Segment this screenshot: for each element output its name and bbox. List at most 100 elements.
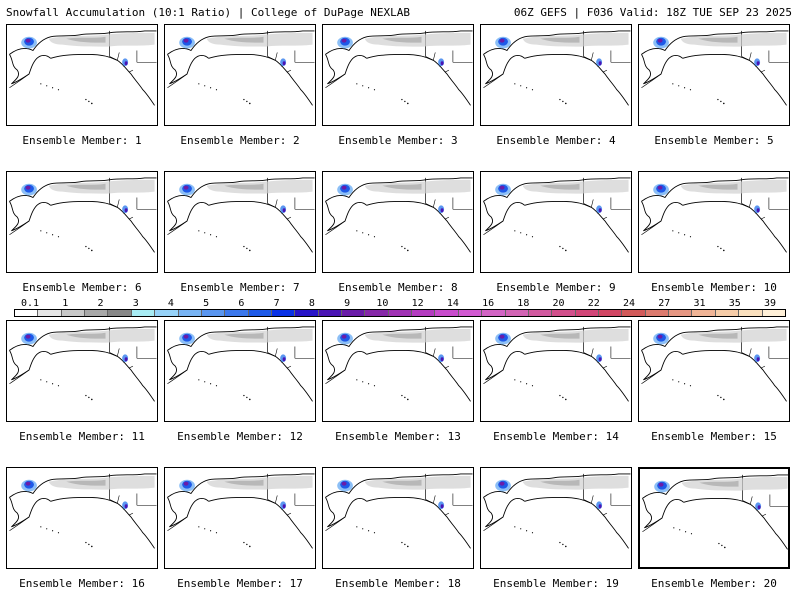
chart-title: Snowfall Accumulation (10:1 Ratio) | Col… bbox=[6, 6, 410, 19]
colorbar-swatch bbox=[435, 310, 459, 316]
ensemble-member-label: Ensemble Member: 8 bbox=[338, 281, 458, 294]
colorbar-swatch bbox=[365, 310, 389, 316]
colorbar-swatch bbox=[201, 310, 226, 316]
ensemble-member-label: Ensemble Member: 11 bbox=[19, 430, 145, 443]
colorbar-swatch bbox=[598, 310, 623, 316]
colorbar-label: 10 bbox=[376, 298, 389, 309]
ensemble-panel-3 bbox=[322, 24, 474, 126]
ensemble-member-label: Ensemble Member: 18 bbox=[335, 577, 461, 590]
colorbar-swatch bbox=[412, 310, 436, 316]
ensemble-member-label: Ensemble Member: 7 bbox=[180, 281, 300, 294]
ensemble-member-label: Ensemble Member: 6 bbox=[22, 281, 142, 294]
colorbar-label: 2 bbox=[97, 298, 104, 309]
ensemble-panel-19 bbox=[480, 467, 632, 569]
colorbar-swatch bbox=[15, 310, 39, 316]
ensemble-panel-14 bbox=[480, 320, 632, 422]
colorbar-swatch bbox=[458, 310, 483, 316]
colorbar-label: 20 bbox=[552, 298, 565, 309]
colorbar-label: 35 bbox=[728, 298, 741, 309]
colorbar-swatch bbox=[575, 310, 599, 316]
ensemble-member-label: Ensemble Member: 19 bbox=[493, 577, 619, 590]
colorbar-swatch bbox=[85, 310, 109, 316]
colorbar-label: 4 bbox=[167, 298, 174, 309]
colorbar-label: 9 bbox=[344, 298, 351, 309]
ensemble-member-label: Ensemble Member: 14 bbox=[493, 430, 619, 443]
ensemble-panel-18 bbox=[322, 467, 474, 569]
colorbar-swatch bbox=[178, 310, 202, 316]
colorbar-label: 27 bbox=[658, 298, 671, 309]
ensemble-panel-11 bbox=[6, 320, 158, 422]
ensemble-panel-2 bbox=[164, 24, 316, 126]
colorbar-swatch bbox=[692, 310, 716, 316]
colorbar-label: 39 bbox=[763, 298, 777, 309]
ensemble-member-label: Ensemble Member: 9 bbox=[496, 281, 616, 294]
colorbar-swatch bbox=[552, 310, 576, 316]
ensemble-member-label: Ensemble Member: 15 bbox=[651, 430, 777, 443]
colorbar-swatch bbox=[271, 310, 296, 316]
colorbar-swatch bbox=[318, 310, 343, 316]
ensemble-panel-15 bbox=[638, 320, 790, 422]
colorbar-label: 0.1 bbox=[20, 298, 40, 309]
colorbar-label: 5 bbox=[203, 298, 210, 309]
colorbar-swatch bbox=[295, 310, 319, 316]
ensemble-panel-5 bbox=[638, 24, 790, 126]
colorbar-label: 3 bbox=[132, 298, 139, 309]
colorbar-label: 18 bbox=[517, 298, 530, 309]
colorbar-swatch bbox=[482, 310, 506, 316]
colorbar-label: 6 bbox=[238, 298, 245, 309]
colorbar-swatch bbox=[388, 310, 413, 316]
ensemble-member-label: Ensemble Member: 12 bbox=[177, 430, 303, 443]
ensemble-panel-6 bbox=[6, 171, 158, 273]
ensemble-member-label: Ensemble Member: 17 bbox=[177, 577, 303, 590]
colorbar-swatch bbox=[108, 310, 132, 316]
colorbar-labels: 0.1 1 2 3 4 5 6 7 8 9 10 12 14 16 18 20 22 24 27 31 35 39 bbox=[14, 298, 786, 309]
colorbar-swatches bbox=[14, 309, 786, 317]
ensemble-member-label: Ensemble Member: 3 bbox=[338, 134, 458, 147]
colorbar-label: 8 bbox=[308, 298, 315, 309]
ensemble-member-label: Ensemble Member: 2 bbox=[180, 134, 300, 147]
ensemble-panel-7 bbox=[164, 171, 316, 273]
colorbar-swatch bbox=[645, 310, 670, 316]
ensemble-member-label: Ensemble Member: 13 bbox=[335, 430, 461, 443]
ensemble-panel-17 bbox=[164, 467, 316, 569]
snowfall-colorbar: 0.1 1 2 3 4 5 6 7 8 9 10 12 14 16 18 20 22 24 27 31 35 39 bbox=[14, 298, 786, 318]
ensemble-member-label: Ensemble Member: 20 bbox=[651, 577, 777, 590]
ensemble-panel-13 bbox=[322, 320, 474, 422]
colorbar-swatch bbox=[528, 310, 553, 316]
colorbar-swatch bbox=[622, 310, 646, 316]
ensemble-member-label: Ensemble Member: 4 bbox=[496, 134, 616, 147]
ensemble-panel-8 bbox=[322, 171, 474, 273]
colorbar-swatch bbox=[739, 310, 763, 316]
colorbar-swatch bbox=[131, 310, 156, 316]
ensemble-panel-10 bbox=[638, 171, 790, 273]
colorbar-swatch bbox=[38, 310, 62, 316]
colorbar-label: 14 bbox=[446, 298, 459, 309]
ensemble-panel-4 bbox=[480, 24, 632, 126]
ensemble-member-label: Ensemble Member: 16 bbox=[19, 577, 145, 590]
ensemble-panel-12 bbox=[164, 320, 316, 422]
colorbar-swatch bbox=[715, 310, 740, 316]
colorbar-swatch bbox=[762, 310, 785, 316]
ensemble-member-label: Ensemble Member: 5 bbox=[654, 134, 774, 147]
ensemble-panel-1 bbox=[6, 24, 158, 126]
colorbar-label: 22 bbox=[587, 298, 600, 309]
ensemble-panel-9 bbox=[480, 171, 632, 273]
model-run-info: 06Z GEFS | F036 Valid: 18Z TUE SEP 23 20… bbox=[513, 6, 792, 19]
colorbar-label: 24 bbox=[623, 298, 636, 309]
ensemble-member-label: Ensemble Member: 1 bbox=[22, 134, 142, 147]
colorbar-swatch bbox=[669, 310, 693, 316]
colorbar-swatch bbox=[155, 310, 179, 316]
colorbar-label: 16 bbox=[482, 298, 495, 309]
ensemble-panel-16 bbox=[6, 467, 158, 569]
colorbar-swatch bbox=[225, 310, 249, 316]
colorbar-label: 1 bbox=[62, 298, 69, 309]
colorbar-label: 12 bbox=[411, 298, 424, 309]
colorbar-swatch bbox=[342, 310, 366, 316]
colorbar-swatch bbox=[61, 310, 86, 316]
ensemble-member-label: Ensemble Member: 10 bbox=[651, 281, 777, 294]
colorbar-swatch bbox=[505, 310, 529, 316]
colorbar-label: 31 bbox=[693, 298, 706, 309]
ensemble-panel-20 bbox=[638, 467, 790, 569]
colorbar-swatch bbox=[248, 310, 272, 316]
